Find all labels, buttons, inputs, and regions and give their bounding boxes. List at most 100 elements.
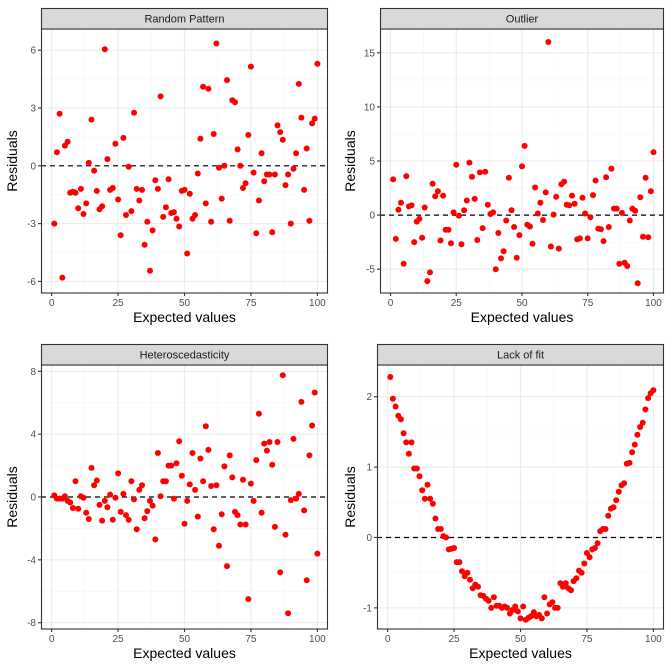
data-point (434, 188, 441, 195)
data-point (205, 446, 212, 453)
y-tick-label: 2 (366, 392, 372, 403)
data-point (647, 188, 654, 195)
x-tick-label: 50 (515, 634, 527, 645)
data-point (64, 138, 71, 145)
x-tick-label: 0 (385, 634, 391, 645)
x-tick-label: 100 (309, 634, 326, 645)
data-point (411, 239, 418, 246)
data-point (474, 237, 481, 243)
data-point (170, 495, 177, 502)
data-point (306, 452, 313, 459)
data-point (104, 504, 111, 511)
panel-heteroscedasticity: Heteroscedasticity 0 25 50 75 100 -8 -4 0 4 8 Expec… (4, 343, 329, 661)
data-point (293, 495, 300, 502)
data-point (455, 212, 462, 219)
data-point (181, 186, 188, 193)
data-point (59, 274, 66, 281)
data-point (618, 209, 625, 216)
data-point (584, 235, 591, 242)
data-point (427, 269, 433, 276)
data-point (109, 185, 116, 191)
x-tick-label: 100 (309, 298, 326, 309)
data-point (96, 501, 103, 508)
data-point (514, 608, 521, 615)
data-point (578, 569, 585, 576)
data-point (303, 577, 310, 584)
data-point (287, 220, 294, 227)
data-point (226, 217, 233, 224)
y-tick-label: -5 (366, 265, 375, 276)
data-point (200, 478, 207, 485)
data-point (101, 46, 108, 53)
data-point (287, 497, 294, 504)
facet-strip-title: Random Pattern (144, 14, 224, 26)
data-point (72, 478, 79, 485)
panel-lack-of-fit: Lack of fit 0 25 50 75 100 -1 0 1 2 Expected value… (342, 343, 665, 661)
data-point (240, 476, 246, 483)
facet-strip (376, 343, 665, 366)
data-point (263, 447, 270, 454)
data-point (490, 209, 497, 216)
data-point (550, 211, 557, 218)
data-point (154, 185, 161, 192)
data-point (504, 604, 511, 611)
data-point (526, 223, 533, 230)
data-point (189, 450, 196, 456)
data-point (605, 512, 612, 519)
data-point (421, 495, 428, 502)
data-point (255, 410, 262, 417)
data-point (544, 610, 551, 617)
data-point (258, 509, 265, 516)
data-point (542, 189, 549, 196)
data-point (466, 159, 473, 166)
data-point (626, 217, 633, 224)
x-tick-label: 50 (179, 298, 191, 309)
data-point (85, 516, 92, 522)
data-point (282, 531, 289, 538)
y-axis-title: Residuals (342, 466, 358, 527)
data-point (450, 209, 457, 216)
data-point (109, 516, 116, 523)
data-point (298, 398, 305, 405)
data-point (541, 594, 548, 601)
data-point (133, 185, 140, 192)
data-point (80, 494, 87, 501)
data-point (274, 122, 281, 129)
data-point (112, 494, 119, 501)
data-point (279, 372, 286, 379)
data-point (93, 187, 100, 194)
data-point (221, 162, 228, 169)
y-tick-label: 10 (364, 102, 376, 113)
data-point (197, 455, 204, 462)
y-tick-label: 15 (364, 48, 376, 59)
data-point (245, 596, 252, 603)
y-tick-label: -6 (27, 277, 36, 288)
data-point (476, 169, 483, 176)
data-point (123, 512, 129, 519)
data-point (136, 197, 143, 204)
data-point (157, 493, 164, 500)
y-tick-label: 0 (30, 161, 36, 172)
data-point (508, 207, 515, 214)
data-point (218, 511, 225, 518)
data-point (88, 116, 95, 123)
data-point (443, 534, 450, 541)
data-point (208, 218, 215, 225)
data-point (400, 430, 407, 437)
data-point (597, 226, 604, 233)
data-point (537, 199, 544, 206)
data-point (51, 220, 58, 227)
data-point (295, 490, 302, 497)
data-point (240, 185, 246, 191)
data-point (311, 115, 318, 122)
data-point (141, 515, 148, 522)
data-point (181, 520, 188, 527)
data-point (80, 211, 87, 217)
y-axis-title: Residuals (4, 130, 20, 191)
data-point (107, 491, 114, 498)
data-point (112, 140, 119, 147)
data-point (162, 478, 169, 485)
data-point (186, 190, 193, 197)
data-point (613, 205, 620, 212)
data-point (247, 480, 254, 487)
